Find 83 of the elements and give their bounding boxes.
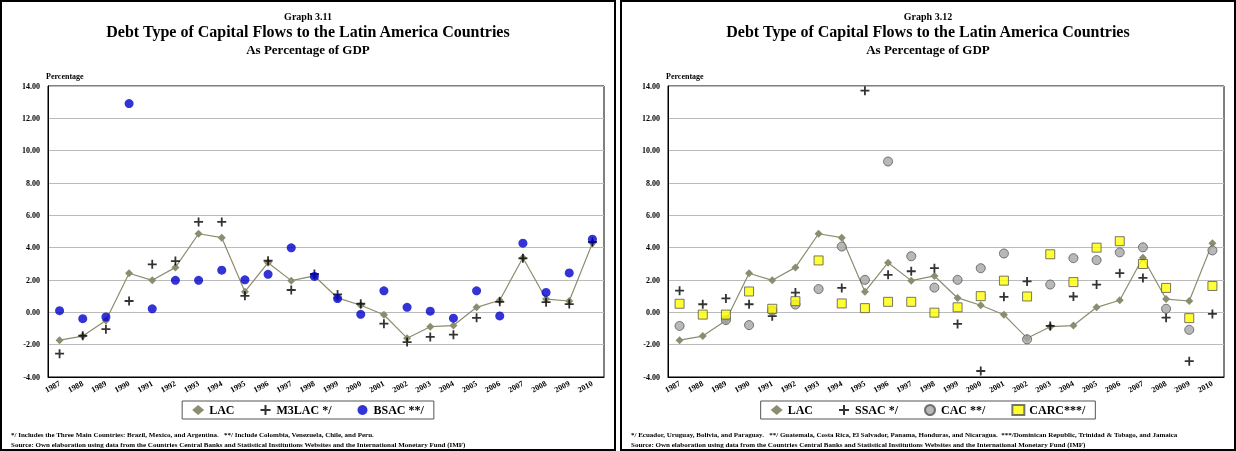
x-tick-label: 1996 — [871, 379, 891, 395]
x-tick-label: 2004 — [437, 379, 456, 395]
x-tick-label: 2006 — [483, 379, 502, 395]
legend-label: CAC **/ — [941, 403, 987, 417]
x-tick-label: 2010 — [576, 379, 595, 395]
x-tick-label: 2000 — [964, 379, 983, 395]
x-tick-label: 2009 — [1173, 379, 1192, 395]
x-tick-label: 1999 — [941, 379, 960, 395]
x-tick-label: 2000 — [344, 379, 363, 395]
x-tick-label: 1987 — [43, 379, 62, 395]
x-tick-label: 1989 — [709, 379, 729, 395]
x-tick-label: 1998 — [298, 379, 317, 395]
x-tick-label: 1991 — [136, 379, 155, 395]
y-tick-label: 2.00 — [26, 275, 40, 285]
legend-label: M3LAC */ — [276, 403, 333, 417]
y-axis-title: Percentage — [46, 71, 85, 81]
y-tick-label: -4.00 — [23, 372, 40, 382]
y-tick-label: 0.00 — [646, 307, 660, 317]
x-tick-label: 1991 — [756, 379, 775, 395]
x-tick-label: 1988 — [66, 379, 85, 395]
x-tick-label: 2009 — [553, 379, 572, 395]
y-tick-label: -2.00 — [23, 340, 40, 350]
x-tick-label: 2007 — [1126, 379, 1146, 395]
chart-subtitle: As Percentage of GDP — [866, 42, 990, 57]
y-tick-label: 6.00 — [26, 210, 40, 220]
y-tick-label: 4.00 — [26, 243, 40, 253]
y-tick-label: 12.00 — [642, 113, 660, 123]
y-tick-label: 12.00 — [22, 113, 40, 123]
x-tick-label: 2008 — [529, 379, 549, 395]
x-tick-label: 1999 — [321, 379, 340, 395]
x-tick-label: 1992 — [159, 379, 178, 395]
x-tick-label: 1988 — [686, 379, 705, 395]
y-tick-label: 8.00 — [646, 178, 660, 188]
y-tick-label: 6.00 — [646, 210, 660, 220]
x-tick-label: 2005 — [460, 379, 479, 395]
y-tick-label: 10.00 — [642, 146, 660, 156]
legend-label: BSAC **/ — [373, 403, 425, 417]
x-tick-label: 1987 — [663, 379, 682, 395]
caption: Graph 3.11 — [284, 10, 332, 22]
x-tick-label: 1997 — [275, 379, 294, 395]
y-tick-label: 14.00 — [22, 81, 40, 91]
y-tick-label: 4.00 — [646, 243, 660, 253]
legend-label: CARC***/ — [1029, 403, 1087, 417]
x-tick-label: 2002 — [390, 379, 410, 395]
y-tick-label: 8.00 — [26, 178, 40, 188]
x-tick-label: 1994 — [205, 379, 224, 395]
y-tick-label: -2.00 — [643, 340, 660, 350]
x-tick-label: 1995 — [228, 379, 248, 395]
x-tick-label: 2002 — [1010, 379, 1030, 395]
y-tick-label: 14.00 — [642, 81, 660, 91]
legend-label: LAC — [787, 403, 813, 417]
y-tick-label: 2.00 — [646, 275, 660, 285]
x-tick-label: 1993 — [802, 379, 821, 395]
y-tick-label: 10.00 — [22, 146, 40, 156]
x-tick-label: 1993 — [182, 379, 201, 395]
legend-label: LAC — [209, 403, 235, 417]
chart-title: Debt Type of Capital Flows to the Latin America Countries — [726, 22, 1130, 41]
y-axis-title: Percentage — [666, 71, 705, 81]
x-tick-label: 1989 — [89, 379, 109, 395]
x-tick-label: 2004 — [1057, 379, 1076, 395]
x-tick-label: 2006 — [1103, 379, 1122, 395]
x-tick-label: 2005 — [1080, 379, 1099, 395]
y-tick-label: 0.00 — [26, 307, 40, 317]
chart-title: Debt Type of Capital Flows to the Latin America Countries — [106, 22, 510, 41]
x-tick-label: 1995 — [848, 379, 868, 395]
x-tick-label: 2001 — [987, 379, 1007, 395]
x-tick-label: 1992 — [779, 379, 798, 395]
x-tick-label: 2003 — [414, 379, 433, 395]
x-tick-label: 2010 — [1196, 379, 1215, 395]
x-tick-label: 1996 — [251, 379, 271, 395]
x-tick-label: 1998 — [918, 379, 937, 395]
x-tick-label: 2003 — [1034, 379, 1053, 395]
x-tick-label: 1997 — [895, 379, 914, 395]
x-tick-label: 1994 — [825, 379, 844, 395]
x-tick-label: 1990 — [112, 379, 132, 395]
y-tick-label: -4.00 — [643, 372, 660, 382]
x-tick-label: 2007 — [506, 379, 526, 395]
chart-subtitle: As Percentage of GDP — [246, 42, 370, 57]
x-tick-label: 1990 — [732, 379, 752, 395]
x-tick-label: 2008 — [1149, 379, 1169, 395]
caption: Graph 3.12 — [903, 10, 953, 22]
legend-label: SSAC */ — [855, 403, 899, 417]
x-tick-label: 2001 — [367, 379, 387, 395]
